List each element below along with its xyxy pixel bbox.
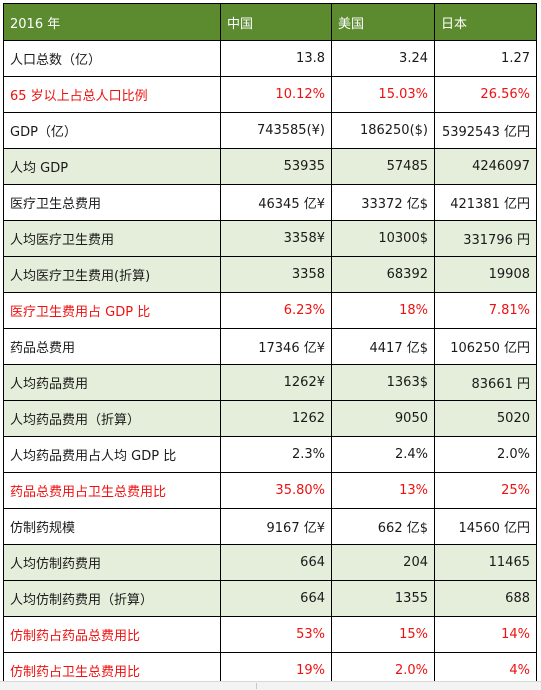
table-row: 医疗卫生总费用 46345 亿¥ 33372 亿$ 421381 亿円 xyxy=(3,184,537,221)
china-value: 2.3% xyxy=(220,436,332,473)
japan-value: 1.27 xyxy=(434,40,537,77)
row-label: 药品总费用占卫生总费用比 xyxy=(3,472,221,509)
usa-value: 13% xyxy=(331,472,435,509)
header-china: 中国 xyxy=(220,3,332,41)
table-row: 人均仿制药费用 664 204 11465 xyxy=(3,544,537,581)
row-label: GDP（亿） xyxy=(3,112,221,149)
table-row: 人均医疗卫生费用 3358¥ 10300$ 331796 円 xyxy=(3,220,537,257)
japan-value: 4246097 xyxy=(434,148,537,185)
china-value: 9167 亿¥ xyxy=(220,508,332,545)
table-row: 医疗卫生费用占 GDP 比 6.23% 18% 7.81% xyxy=(3,292,537,329)
table-row: 人均药品费用占人均 GDP 比 2.3% 2.4% 2.0% xyxy=(3,436,537,473)
japan-value: 331796 円 xyxy=(434,220,537,257)
data-table: 2016 年 中国 美国 日本 人口总数（亿） 13.8 3.24 1.27 65 岁以… xyxy=(3,3,537,689)
usa-value: 204 xyxy=(331,544,435,581)
row-label: 65 岁以上占总人口比例 xyxy=(3,76,221,113)
table-row: 药品总费用占卫生总费用比 35.80% 13% 25% xyxy=(3,472,537,509)
row-label: 人均药品费用（折算） xyxy=(3,400,221,437)
china-value: 1262 xyxy=(220,400,332,437)
japan-value: 11465 xyxy=(434,544,537,581)
usa-value: 3.24 xyxy=(331,40,435,77)
japan-value: 7.81% xyxy=(434,292,537,329)
usa-value: 15% xyxy=(331,616,435,653)
table-row: GDP（亿） 743585(¥) 186250($) 5392543 亿円 xyxy=(3,112,537,149)
table-row: 人均仿制药费用（折算） 664 1355 688 xyxy=(3,580,537,617)
header-usa: 美国 xyxy=(331,3,435,41)
table-row: 人均药品费用（折算） 1262 9050 5020 xyxy=(3,400,537,437)
row-label: 人均仿制药费用 xyxy=(3,544,221,581)
china-value: 664 xyxy=(220,580,332,617)
table-row: 人均药品费用 1262¥ 1363$ 83661 円 xyxy=(3,364,537,401)
bottom-strip xyxy=(0,681,541,690)
usa-value: 33372 亿$ xyxy=(331,184,435,221)
japan-value: 14% xyxy=(434,616,537,653)
row-label: 人均 GDP xyxy=(3,148,221,185)
row-label: 人均医疗卫生费用 xyxy=(3,220,221,257)
usa-value: 10300$ xyxy=(331,220,435,257)
row-label: 人均仿制药费用（折算） xyxy=(3,580,221,617)
japan-value: 83661 円 xyxy=(434,364,537,401)
table-row: 65 岁以上占总人口比例 10.12% 15.03% 26.56% xyxy=(3,76,537,113)
row-label: 人均药品费用占人均 GDP 比 xyxy=(3,436,221,473)
china-value: 35.80% xyxy=(220,472,332,509)
china-value: 664 xyxy=(220,544,332,581)
japan-value: 25% xyxy=(434,472,537,509)
table-row: 人均 GDP 53935 57485 4246097 xyxy=(3,148,537,185)
usa-value: 1355 xyxy=(331,580,435,617)
row-label: 医疗卫生总费用 xyxy=(3,184,221,221)
bottom-marker xyxy=(256,683,257,689)
row-label: 人口总数（亿） xyxy=(3,40,221,77)
table-body: 2016 年 中国 美国 日本 人口总数（亿） 13.8 3.24 1.27 65 岁以… xyxy=(3,3,537,689)
japan-value: 421381 亿円 xyxy=(434,184,537,221)
header-row: 2016 年 中国 美国 日本 xyxy=(3,3,537,41)
usa-value: 15.03% xyxy=(331,76,435,113)
japan-value: 2.0% xyxy=(434,436,537,473)
table-row: 人口总数（亿） 13.8 3.24 1.27 xyxy=(3,40,537,77)
china-value: 17346 亿¥ xyxy=(220,328,332,365)
usa-value: 1363$ xyxy=(331,364,435,401)
usa-value: 57485 xyxy=(331,148,435,185)
table-row: 仿制药规模 9167 亿¥ 662 亿$ 14560 亿円 xyxy=(3,508,537,545)
row-label: 药品总费用 xyxy=(3,328,221,365)
china-value: 1262¥ xyxy=(220,364,332,401)
usa-value: 68392 xyxy=(331,256,435,293)
china-value: 53935 xyxy=(220,148,332,185)
usa-value: 662 亿$ xyxy=(331,508,435,545)
china-value: 3358 xyxy=(220,256,332,293)
usa-value: 2.4% xyxy=(331,436,435,473)
row-label: 人均医疗卫生费用(折算) xyxy=(3,256,221,293)
usa-value: 18% xyxy=(331,292,435,329)
japan-value: 19908 xyxy=(434,256,537,293)
table-row: 药品总费用 17346 亿¥ 4417 亿$ 106250 亿円 xyxy=(3,328,537,365)
china-value: 53% xyxy=(220,616,332,653)
china-value: 46345 亿¥ xyxy=(220,184,332,221)
japan-value: 26.56% xyxy=(434,76,537,113)
row-label: 仿制药占药品总费用比 xyxy=(3,616,221,653)
header-japan: 日本 xyxy=(434,3,537,41)
header-year: 2016 年 xyxy=(3,3,221,41)
japan-value: 14560 亿円 xyxy=(434,508,537,545)
table-row: 仿制药占药品总费用比 53% 15% 14% xyxy=(3,616,537,653)
japan-value: 106250 亿円 xyxy=(434,328,537,365)
table-row: 人均医疗卫生费用(折算) 3358 68392 19908 xyxy=(3,256,537,293)
japan-value: 5020 xyxy=(434,400,537,437)
japan-value: 688 xyxy=(434,580,537,617)
china-value: 3358¥ xyxy=(220,220,332,257)
china-value: 6.23% xyxy=(220,292,332,329)
usa-value: 4417 亿$ xyxy=(331,328,435,365)
japan-value: 5392543 亿円 xyxy=(434,112,537,149)
row-label: 医疗卫生费用占 GDP 比 xyxy=(3,292,221,329)
row-label: 仿制药规模 xyxy=(3,508,221,545)
china-value: 13.8 xyxy=(220,40,332,77)
china-value: 743585(¥) xyxy=(220,112,332,149)
usa-value: 186250($) xyxy=(331,112,435,149)
usa-value: 9050 xyxy=(331,400,435,437)
row-label: 人均药品费用 xyxy=(3,364,221,401)
china-value: 10.12% xyxy=(220,76,332,113)
